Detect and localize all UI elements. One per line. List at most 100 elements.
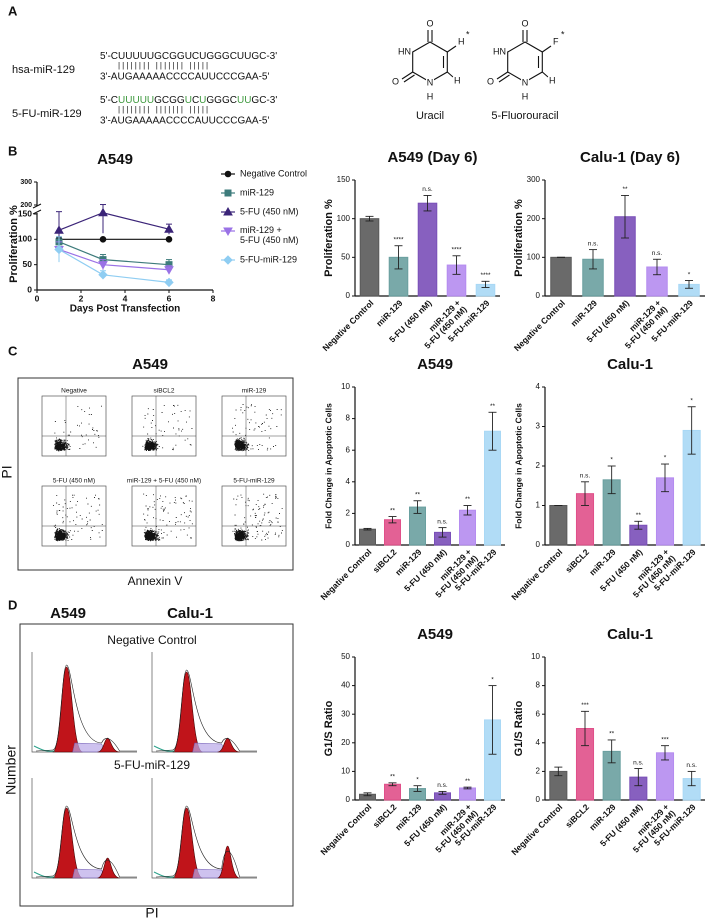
- marker: [98, 270, 108, 280]
- significance-label: *: [664, 455, 667, 462]
- significance-label: **: [415, 491, 421, 498]
- g2-peak: [97, 857, 120, 879]
- y-tick-label: 0: [536, 291, 541, 300]
- x-tick-label: 0: [35, 293, 40, 303]
- series-line: [58, 212, 170, 231]
- flow-events: [142, 404, 193, 452]
- flow-events: [53, 494, 103, 542]
- marker: [54, 225, 64, 234]
- significance-label: n.s.: [588, 240, 599, 247]
- significance-label: *: [690, 397, 693, 404]
- flow-plot-axes: [221, 395, 287, 457]
- bar: [384, 519, 401, 546]
- y-tick-label: 10: [341, 767, 350, 776]
- atom: O: [392, 76, 399, 86]
- fit-curve: [35, 805, 137, 878]
- significance-label: n.s.: [652, 250, 663, 257]
- atom: H: [427, 91, 434, 101]
- strand-segment: UUUUU: [118, 95, 154, 106]
- base-pairing: |||||||| ||||||| |||||: [118, 61, 210, 70]
- y-tick-label: 0: [27, 284, 32, 294]
- strand-segment: 5'-C: [100, 95, 118, 106]
- significance-label: *: [688, 271, 691, 278]
- significance-label: **: [390, 507, 396, 514]
- significance-label: **: [465, 496, 471, 503]
- row-label: Negative Control: [107, 633, 196, 647]
- axis-break-gap: [33, 206, 41, 213]
- y-tick-label: 0: [536, 540, 541, 549]
- y-tick-label: 6: [536, 709, 541, 718]
- x-tick-label: 4: [123, 293, 128, 303]
- histogram-y-label: Number: [3, 745, 19, 795]
- y-tick-label: 6: [346, 445, 351, 454]
- fit-curve: [155, 669, 257, 752]
- significance-label: **: [490, 403, 496, 410]
- atom: O: [487, 76, 494, 86]
- bond: [541, 71, 549, 78]
- atom: HN: [493, 46, 506, 56]
- atom: H: [522, 91, 529, 101]
- strand-5: 5'-CUUUUUGCGGUCUGGGCUUGC-3': [100, 51, 277, 62]
- g1-peak: [52, 666, 83, 753]
- significance-label: n.s.: [686, 762, 697, 769]
- sequence-name: 5-FU-miR-129: [12, 108, 82, 120]
- panel-label: C: [8, 343, 18, 358]
- flow-plot-title: miR-129: [242, 388, 267, 395]
- x-tick-label: Negative Control: [318, 802, 373, 857]
- bond: [498, 74, 510, 83]
- strand-segment: U: [185, 95, 192, 106]
- significance-label: ****: [480, 272, 491, 279]
- atom: *: [561, 29, 565, 39]
- g2-peak: [97, 737, 120, 753]
- strand-segment: GCGG: [154, 95, 185, 106]
- bond: [446, 71, 454, 78]
- column-label: A549: [50, 605, 86, 622]
- series-line: [58, 241, 170, 266]
- strand-segment: U: [199, 95, 206, 106]
- flow-plot-title: 5-FU (450 nM): [53, 478, 95, 485]
- flow-plot-axes: [41, 485, 107, 547]
- y-tick-label: 2: [536, 767, 541, 776]
- chart-title: A549: [417, 626, 453, 643]
- bond: [401, 71, 414, 80]
- panel-label: A: [8, 3, 18, 18]
- bar: [359, 218, 380, 297]
- y-tick-label: 100: [337, 214, 351, 223]
- bar: [459, 509, 476, 546]
- ring: [412, 41, 448, 83]
- flow-events: [54, 405, 102, 452]
- bar: [459, 787, 476, 801]
- strand-3: 3'-AUGAAAAACCCCAUUCCCGAA-5': [100, 72, 269, 83]
- atom: O: [426, 18, 433, 28]
- x-axis-label: Days Post Transfection: [70, 304, 181, 315]
- y-axis-label: G1/S Ratio: [323, 700, 335, 756]
- x-tick-label: Negative Control: [509, 802, 564, 857]
- base-pairing: |||||||| ||||||| |||||: [118, 105, 210, 114]
- y-tick-label: 0: [346, 540, 351, 549]
- bond: [403, 74, 415, 83]
- y-tick-label: 200: [527, 214, 541, 223]
- flow-plot-axes: [221, 485, 287, 547]
- bond: [541, 45, 552, 53]
- chart-title: Calu-1: [607, 356, 653, 373]
- y-axis-label: Proliferation %: [513, 199, 525, 277]
- y-tick-label: 50: [341, 252, 350, 261]
- fit-curve: [35, 664, 137, 752]
- strand-segment: GC-3': [251, 95, 277, 106]
- x-tick-label: Negative Control: [512, 298, 567, 353]
- y-tick-label: 1: [536, 501, 541, 510]
- flow-events: [143, 493, 193, 542]
- bar: [359, 528, 376, 546]
- chart-title: A549 (Day 6): [387, 149, 477, 166]
- significance-label: *: [491, 676, 494, 683]
- flow-events: [232, 493, 283, 542]
- significance-label: *: [610, 457, 613, 464]
- flow-plot-title: 5-FU-miR-129: [233, 478, 275, 485]
- chart-title: Calu-1: [607, 626, 653, 643]
- y-axis-label: Fold Change in Apoptotic Cells: [323, 403, 333, 529]
- flow-plot-title: miR-129 + 5-FU (450 nM): [127, 478, 201, 485]
- legend-marker: [223, 227, 233, 237]
- strand-segment: GGGC: [206, 95, 237, 106]
